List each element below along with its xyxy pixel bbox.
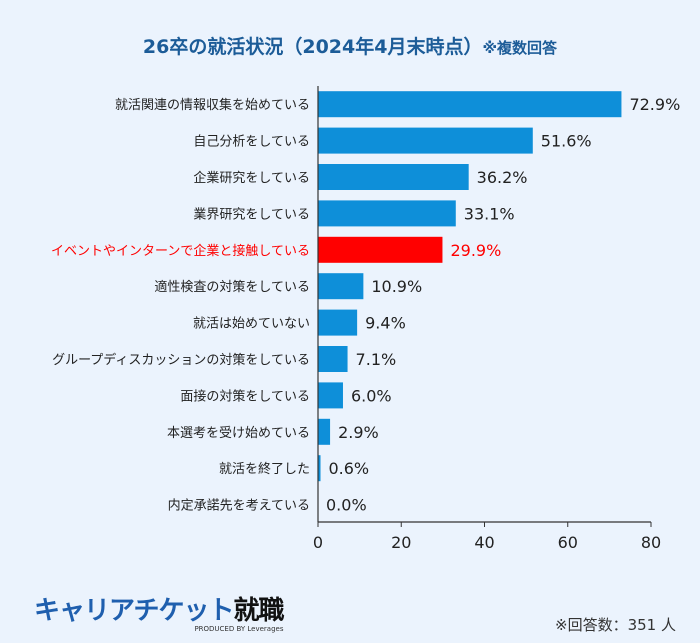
category-label: 就活を終了した [219,461,310,477]
bar [318,127,533,154]
bar [318,273,364,300]
data-label: 9.4% [365,314,406,333]
category-label: 本選考を受け始めている [167,426,310,441]
category-label: イベントやインターンで企業と接触している [51,243,310,259]
category-label: 面接の対策をしている [180,388,310,404]
x-tick-label: 40 [474,533,494,552]
bar [318,236,443,263]
data-label: 29.9% [450,241,501,260]
title-note: ※複数回答 [482,39,558,57]
bar [318,346,348,372]
data-label: 72.9% [629,95,680,114]
logo-accent: 就職 [233,596,284,626]
data-label: 36.2% [477,168,528,187]
bar [318,382,343,409]
category-label: 就活関連の情報収集を始めている [115,97,310,113]
data-label: 0.6% [328,459,369,478]
category-label: 適性検査の対策をしている [154,279,310,295]
data-label: 7.1% [356,350,397,369]
chart-title: 26卒の就活状況（2024年4月末時点）※複数回答 [0,32,700,59]
x-tick-label: 0 [313,533,323,552]
x-tick-label: 20 [391,533,411,552]
category-label: グループディスカッションの対策をしている [52,352,310,368]
bar-chart: 就活関連の情報収集を始めている 72.9% 自己分析をしている 51.6% 企業研究をし… [51,86,680,552]
bar [318,91,622,118]
category-label: 就活は始めていない [193,317,310,332]
category-label: 企業研究をしている [193,170,310,186]
bar [318,455,321,482]
data-label: 10.9% [371,277,422,296]
logo-sub: PRODUCED BY Leverages [194,625,284,633]
x-tick-label: 60 [558,533,578,552]
data-label: 33.1% [464,204,515,223]
bar [318,418,331,445]
category-label: 業界研究をしている [193,206,310,222]
x-tick-label: 80 [641,533,661,552]
bar [318,200,456,227]
data-label: 2.9% [338,423,379,442]
category-label: 内定承諾先を考えている [168,498,310,514]
bar [318,164,469,190]
logo-main: キャリアチケット [34,596,234,626]
title-text: 26卒の就活状況（2024年4月末時点） [142,36,483,58]
respondent-count: ※回答数：351 人 [555,616,676,634]
category-label: 自己分析をしている [193,135,310,150]
data-label: 51.6% [541,132,592,151]
logo: キャリアチケット就職 PRODUCED BY Leverages [34,590,285,633]
data-label: 0.0% [326,496,367,515]
data-label: 6.0% [351,386,392,405]
bar [318,309,358,336]
